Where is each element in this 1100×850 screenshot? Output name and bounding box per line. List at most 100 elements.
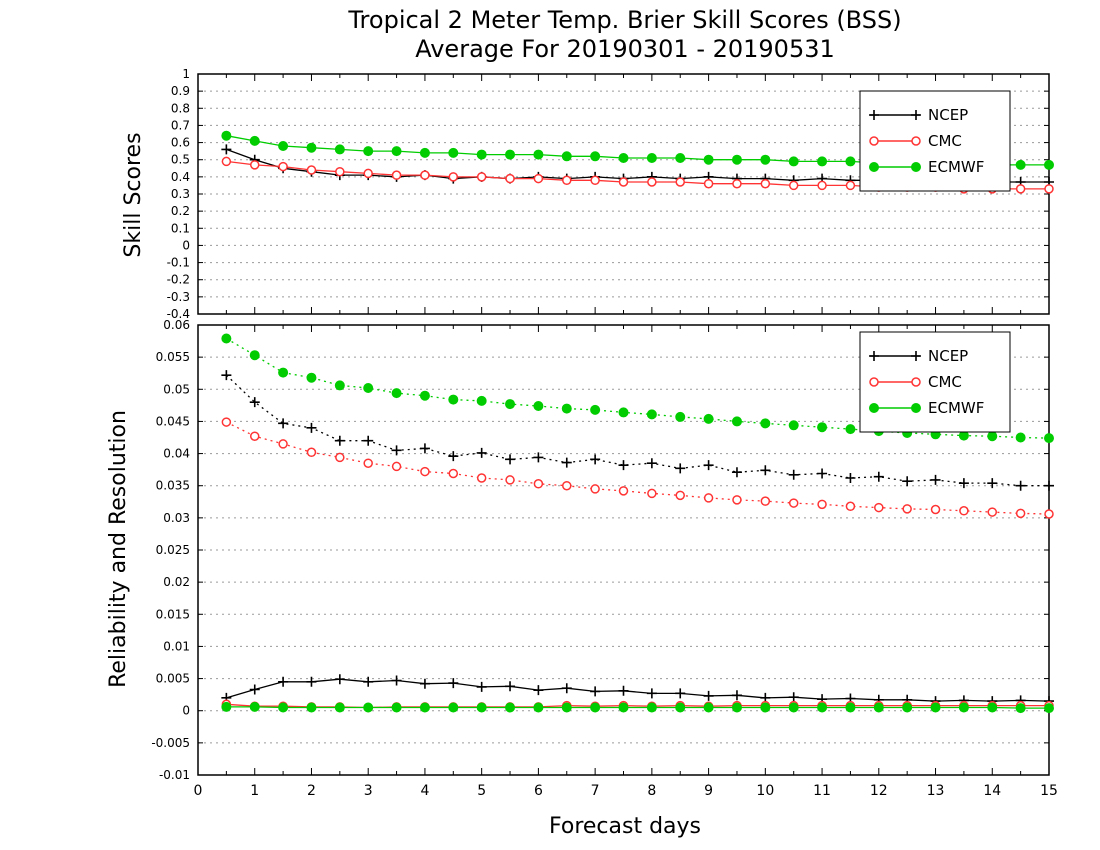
data-point	[278, 418, 289, 429]
top-ytick-label: 0.5	[171, 153, 190, 167]
data-point	[788, 156, 799, 167]
data-point	[590, 404, 601, 415]
data-point	[505, 149, 516, 160]
x-tick-label: 8	[647, 783, 656, 799]
bottom-plot-frame	[197, 324, 1050, 776]
legend-label-ecmwf: ECMWF	[928, 399, 984, 417]
data-point	[618, 685, 629, 696]
legend-label-ncep: NCEP	[928, 106, 968, 124]
data-point	[363, 676, 374, 687]
data-point	[618, 702, 629, 713]
data-point	[561, 151, 572, 162]
data-point	[419, 390, 430, 401]
data-point	[448, 678, 459, 689]
data-point	[391, 675, 402, 686]
data-point	[1015, 703, 1026, 714]
x-tick-label: 14	[983, 783, 1001, 799]
x-tick-label: 3	[364, 783, 373, 799]
data-point	[306, 676, 317, 687]
data-point	[561, 683, 572, 694]
top-ylabel: Skill Scores	[121, 132, 146, 257]
data-point	[731, 702, 742, 713]
data-point	[448, 451, 459, 462]
top-ytick-label: 0.6	[171, 136, 190, 150]
data-point	[419, 443, 430, 454]
data-point	[1044, 433, 1054, 444]
data-point	[476, 681, 487, 692]
top-series-cmc-solid	[221, 156, 1054, 194]
data-point	[221, 370, 232, 381]
data-point	[249, 135, 260, 146]
data-point	[505, 681, 516, 692]
data-point	[646, 153, 657, 163]
data-point	[618, 407, 629, 418]
top-ytick-label: 0	[182, 238, 190, 252]
data-point	[675, 411, 686, 422]
legend-marker	[911, 351, 921, 361]
data-point	[1015, 508, 1026, 519]
data-point	[221, 130, 232, 141]
top-ytick-label: -0.3	[167, 290, 190, 304]
data-point	[675, 463, 686, 474]
data-point	[448, 468, 459, 479]
data-point	[760, 178, 771, 189]
data-point	[278, 439, 288, 449]
top-plot-frame	[197, 73, 1050, 315]
legend-marker	[869, 403, 879, 413]
data-point	[731, 690, 742, 701]
data-point	[533, 173, 544, 184]
data-point	[476, 149, 487, 160]
data-point	[1015, 480, 1026, 491]
data-point	[731, 467, 742, 478]
bottom-ytick-label: 0	[182, 704, 190, 718]
x-axis-label: Forecast days	[549, 814, 701, 839]
data-point	[845, 473, 856, 483]
data-point	[363, 458, 373, 468]
x-tick-label: 7	[591, 783, 600, 799]
data-point	[476, 447, 487, 458]
data-point	[221, 701, 232, 712]
bottom-ytick-label: 0.005	[156, 672, 190, 686]
data-point	[1015, 432, 1026, 443]
data-point	[420, 170, 430, 180]
data-point	[760, 418, 771, 429]
data-point	[249, 431, 260, 441]
bottom-ytick-label: 0.055	[156, 350, 190, 364]
data-point	[505, 399, 516, 410]
data-point	[788, 702, 799, 713]
data-point	[419, 702, 430, 713]
data-point	[249, 397, 260, 408]
x-tick-label: 5	[477, 783, 486, 799]
data-point	[675, 177, 685, 187]
data-point	[448, 394, 459, 405]
legend-marker	[911, 136, 921, 146]
legend-marker	[869, 162, 879, 172]
bottom-ytick-label: 0.04	[163, 447, 190, 461]
top-ytick-label: 0.3	[171, 187, 190, 201]
data-point	[505, 702, 516, 713]
data-point	[306, 165, 317, 175]
data-point	[476, 395, 487, 406]
legend-marker	[869, 351, 879, 361]
bottom-ytick-label: 0.03	[163, 511, 190, 525]
x-tick-label: 1	[250, 783, 259, 799]
data-point	[845, 702, 856, 713]
data-point	[987, 507, 998, 517]
data-point	[335, 452, 345, 463]
data-point	[902, 504, 912, 514]
data-point	[533, 401, 544, 411]
data-point	[391, 461, 402, 472]
data-point	[817, 180, 827, 191]
data-point	[760, 702, 771, 713]
data-point	[562, 175, 572, 186]
top-legend: NCEP CMC ECMWF	[859, 90, 1011, 192]
data-point	[874, 502, 884, 513]
data-point	[533, 452, 544, 463]
bottom-line-ncep	[226, 678, 1050, 702]
data-point	[420, 466, 430, 477]
data-point	[505, 454, 516, 465]
bottom-legend-box	[859, 331, 1011, 433]
data-point	[476, 473, 487, 483]
data-point	[590, 484, 600, 494]
bottom-ytick-label: 0.01	[163, 639, 190, 653]
